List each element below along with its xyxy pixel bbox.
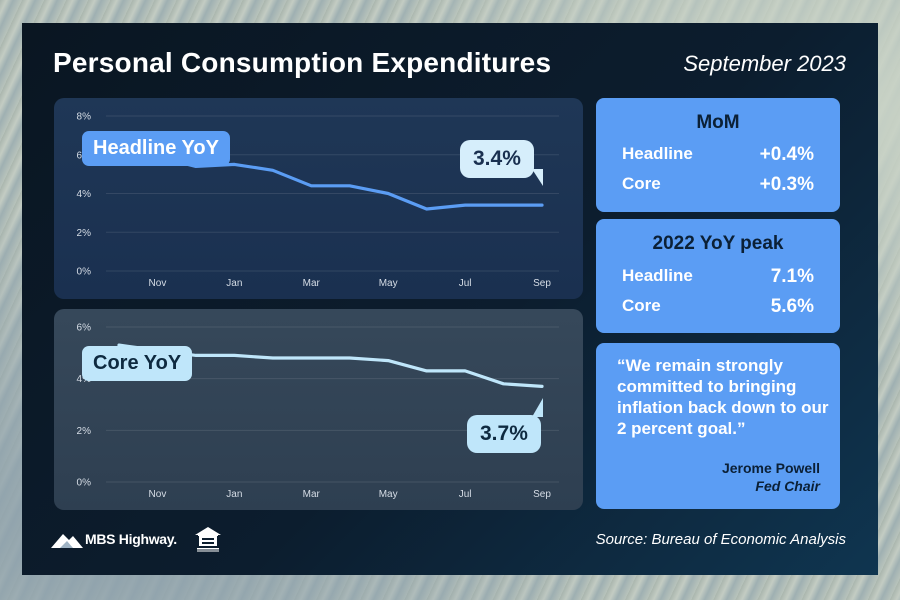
headline-callout-tail — [532, 169, 543, 186]
peak-headline-row: Headline 7.1% — [622, 266, 814, 290]
headline-x-tick-label: Jan — [226, 278, 242, 289]
peak-core-row: Core 5.6% — [622, 296, 814, 320]
core-y-tick-label: 6% — [77, 323, 92, 334]
quote-author: Jerome Powell — [721, 460, 820, 476]
headline-x-tick-label: Nov — [149, 278, 167, 289]
equal-housing-icon — [195, 527, 221, 552]
mom-core-row: Core +0.3% — [622, 174, 814, 198]
core-y-tick-label: 2% — [77, 426, 92, 437]
headline-value-callout: 3.4% — [460, 140, 534, 178]
peak-title: 2022 YoY peak — [652, 233, 784, 254]
mountain-logo-icon — [51, 534, 83, 548]
peak-stats-box: 2022 YoY peak Headline 7.1% Core 5.6% — [596, 219, 840, 333]
core-x-tick-label: Nov — [149, 489, 167, 500]
headline-y-tick-label: 4% — [77, 189, 92, 200]
headline-x-tick-label: Sep — [533, 278, 551, 289]
mom-headline-row: Headline +0.4% — [622, 144, 814, 168]
headline-series-label: Headline YoY — [82, 131, 230, 166]
quote-text: “We remain strongly committed to bringin… — [617, 356, 829, 438]
headline-x-tick-label: Mar — [303, 278, 321, 289]
core-x-tick-label: May — [379, 489, 398, 500]
core-y-tick-label: 4% — [77, 374, 92, 385]
mom-stats-box: MoM Headline +0.4% Core +0.3% — [596, 98, 840, 212]
peak-core-value: 5.6% — [770, 296, 814, 317]
mom-headline-label: Headline — [622, 144, 693, 163]
source-note: Source: Bureau of Economic Analysis — [595, 531, 846, 548]
core-callout-tail — [532, 398, 543, 417]
headline-y-tick-label: 2% — [77, 228, 92, 239]
core-x-tick-label: Mar — [303, 489, 321, 500]
core-y-tick-label: 0% — [77, 478, 92, 489]
headline-y-tick-label: 8% — [77, 112, 92, 123]
mom-headline-value: +0.4% — [759, 144, 814, 165]
peak-headline-value: 7.1% — [770, 266, 814, 287]
page-title: Personal Consumption Expenditures — [53, 47, 552, 78]
core-series-label: Core YoY — [82, 346, 193, 381]
mom-core-value: +0.3% — [759, 174, 814, 195]
core-chart-panel: 0% 2% 4% 6% Nov Jan Mar May Jul Sep — [54, 309, 583, 510]
core-x-tick-label: Sep — [533, 489, 551, 500]
peak-headline-label: Headline — [622, 266, 693, 285]
report-date: September 2023 — [683, 51, 846, 76]
headline-x-tick-label: May — [379, 278, 398, 289]
core-x-tick-label: Jan — [226, 489, 242, 500]
brand-name: MBS Highway. — [85, 531, 177, 547]
quote-role: Fed Chair — [755, 478, 820, 494]
mom-title: MoM — [696, 112, 740, 133]
headline-y-tick-label: 0% — [77, 267, 92, 278]
mom-core-label: Core — [622, 174, 661, 193]
headline-x-tick-label: Jul — [459, 278, 472, 289]
peak-core-label: Core — [622, 296, 661, 315]
core-x-tick-label: Jul — [459, 489, 472, 500]
infographic-card: Personal Consumption Expenditures Septem… — [22, 23, 878, 575]
core-chart: 0% 2% 4% 6% Nov Jan Mar May Jul Sep — [77, 323, 559, 500]
core-value-callout: 3.7% — [467, 415, 541, 453]
quote-box: “We remain strongly committed to bringin… — [596, 343, 840, 509]
